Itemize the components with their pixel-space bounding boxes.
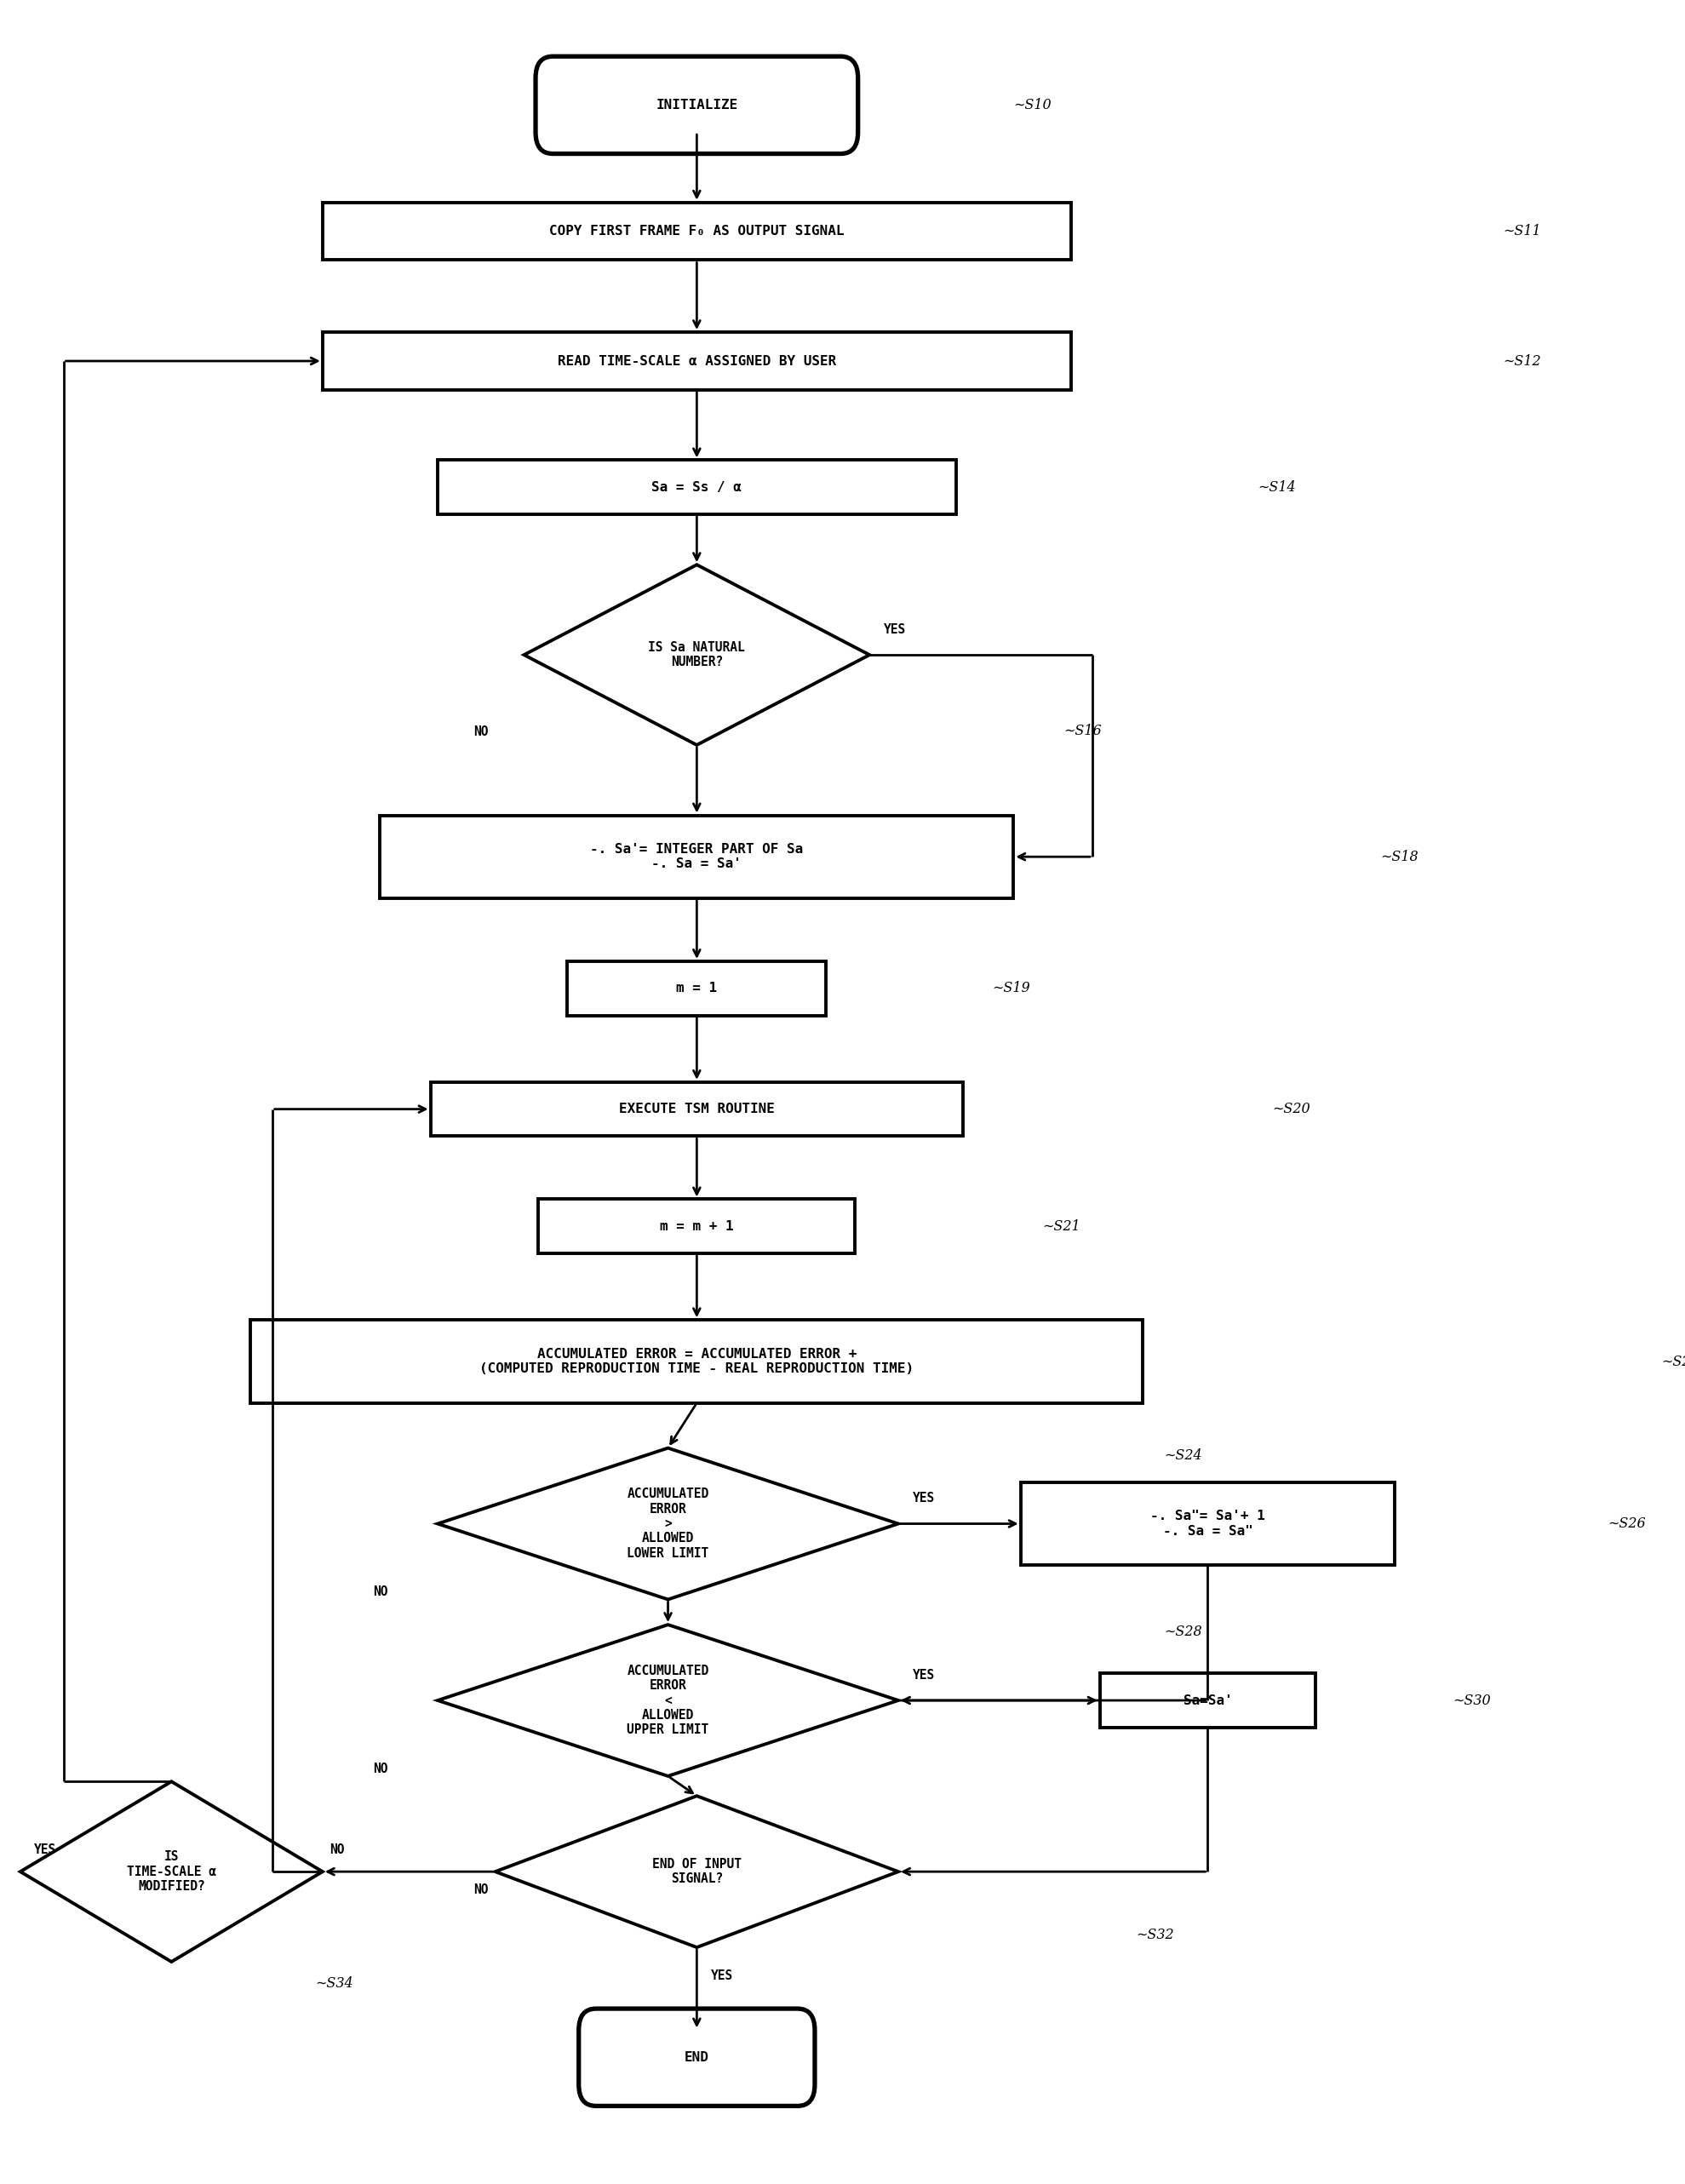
Text: NO: NO: [330, 1843, 345, 1856]
Text: ACCUMULATED ERROR = ACCUMULATED ERROR +
(COMPUTED REPRODUCTION TIME - REAL REPRO: ACCUMULATED ERROR = ACCUMULATED ERROR + …: [480, 1348, 913, 1376]
Text: ∼S22: ∼S22: [1661, 1354, 1685, 1369]
Text: YES: YES: [711, 1970, 733, 1983]
Text: m = m + 1: m = m + 1: [661, 1221, 733, 1232]
Text: ∼S21: ∼S21: [1043, 1219, 1080, 1234]
Text: YES: YES: [913, 1669, 935, 1682]
Bar: [568, 961, 826, 1016]
Text: ∼S30: ∼S30: [1452, 1693, 1491, 1708]
Text: ∼S19: ∼S19: [992, 981, 1030, 996]
Text: EXECUTE TSM ROUTINE: EXECUTE TSM ROUTINE: [618, 1103, 775, 1116]
FancyBboxPatch shape: [536, 57, 858, 153]
Bar: [1100, 1673, 1316, 1728]
Polygon shape: [438, 1448, 898, 1599]
Text: COPY FIRST FRAME F₀ AS OUTPUT SIGNAL: COPY FIRST FRAME F₀ AS OUTPUT SIGNAL: [549, 225, 844, 238]
Text: ACCUMULATED
ERROR
>
ALLOWED
LOWER LIMIT: ACCUMULATED ERROR > ALLOWED LOWER LIMIT: [627, 1487, 709, 1559]
Bar: [251, 1319, 1142, 1402]
Text: -. Sa'= INTEGER PART OF Sa
-. Sa = Sa': -. Sa'= INTEGER PART OF Sa -. Sa = Sa': [590, 843, 804, 871]
Text: ∼S28: ∼S28: [1164, 1625, 1203, 1640]
Bar: [1021, 1483, 1395, 1566]
Bar: [381, 815, 1013, 898]
Text: ∼S11: ∼S11: [1503, 225, 1540, 238]
Bar: [438, 461, 955, 513]
Text: ∼S14: ∼S14: [1259, 480, 1296, 494]
Text: YES: YES: [913, 1492, 935, 1505]
FancyBboxPatch shape: [578, 2009, 816, 2105]
Text: m = 1: m = 1: [676, 983, 718, 994]
Polygon shape: [438, 1625, 898, 1776]
Text: ∼S34: ∼S34: [315, 1977, 354, 1990]
Text: NO: NO: [372, 1586, 388, 1599]
Text: ACCUMULATED
ERROR
<
ALLOWED
UPPER LIMIT: ACCUMULATED ERROR < ALLOWED UPPER LIMIT: [627, 1664, 709, 1736]
Text: ∼S20: ∼S20: [1272, 1103, 1311, 1116]
Bar: [430, 1081, 964, 1136]
Text: ∼S18: ∼S18: [1380, 850, 1419, 865]
Text: Sa = Ss / α: Sa = Ss / α: [652, 480, 741, 494]
Text: -. Sa"= Sa'+ 1
-. Sa = Sa": -. Sa"= Sa'+ 1 -. Sa = Sa": [1151, 1509, 1265, 1538]
Text: ∼S10: ∼S10: [1013, 98, 1051, 111]
Text: END: END: [684, 2051, 709, 2064]
Text: IS Sa NATURAL
NUMBER?: IS Sa NATURAL NUMBER?: [649, 642, 745, 668]
Text: ∼S24: ∼S24: [1164, 1448, 1203, 1463]
Polygon shape: [524, 566, 869, 745]
Text: YES: YES: [885, 622, 907, 636]
Text: ∼S16: ∼S16: [1063, 723, 1102, 738]
Text: ∼S12: ∼S12: [1503, 354, 1540, 369]
Text: END OF INPUT
SIGNAL?: END OF INPUT SIGNAL?: [652, 1859, 741, 1885]
Text: ∼S26: ∼S26: [1607, 1516, 1646, 1531]
Bar: [322, 332, 1072, 391]
Polygon shape: [495, 1795, 898, 1948]
Text: ∼S32: ∼S32: [1136, 1928, 1174, 1942]
Text: NO: NO: [473, 1883, 489, 1896]
Text: INITIALIZE: INITIALIZE: [655, 98, 738, 111]
Text: NO: NO: [473, 725, 489, 738]
Text: NO: NO: [372, 1762, 388, 1776]
Text: READ TIME-SCALE α ASSIGNED BY USER: READ TIME-SCALE α ASSIGNED BY USER: [558, 354, 836, 367]
Bar: [539, 1199, 854, 1254]
Bar: [322, 203, 1072, 260]
Polygon shape: [20, 1782, 322, 1961]
Text: IS
TIME-SCALE α
MODIFIED?: IS TIME-SCALE α MODIFIED?: [126, 1850, 216, 1894]
Text: Sa=Sa': Sa=Sa': [1183, 1695, 1232, 1706]
Text: YES: YES: [34, 1843, 56, 1856]
